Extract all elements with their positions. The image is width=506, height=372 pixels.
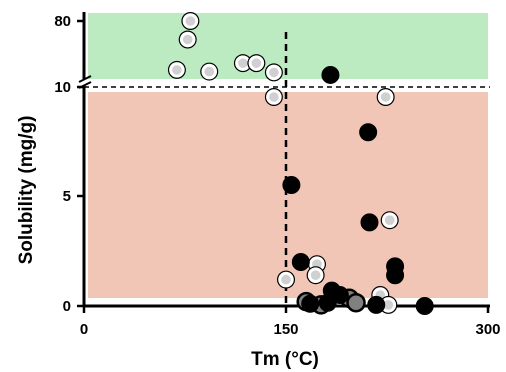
point-solid-circle-20 bbox=[282, 176, 301, 194]
point-open-circle-6 bbox=[264, 63, 283, 82]
point-face bbox=[235, 55, 251, 71]
point-face bbox=[367, 295, 386, 314]
point-face bbox=[278, 271, 294, 288]
point-face bbox=[318, 293, 337, 312]
point-face bbox=[291, 253, 310, 271]
point-solid-circle-29 bbox=[318, 293, 337, 312]
x-tick-label-1: 150 bbox=[273, 321, 298, 338]
point-solid-circle-31 bbox=[415, 297, 434, 315]
x-axis-title: Tm (°C) bbox=[251, 349, 319, 370]
ticks: 0 150 300 0 5 10 80 bbox=[54, 13, 500, 338]
point-solid-circle-19 bbox=[321, 65, 340, 84]
point-solid-circle-28 bbox=[301, 294, 320, 313]
y-tick-label-0: 0 bbox=[63, 298, 71, 315]
point-face bbox=[415, 297, 434, 315]
point-open-circle-8 bbox=[277, 270, 295, 289]
point-solid-circle-23 bbox=[291, 253, 310, 271]
point-face bbox=[179, 31, 196, 48]
point-open-circle-7 bbox=[264, 88, 283, 106]
point-face bbox=[377, 89, 394, 105]
point-face bbox=[266, 89, 282, 105]
point-solid-circle-30 bbox=[367, 295, 386, 314]
x-tick-label-2: 300 bbox=[475, 321, 500, 338]
point-open-circle-12 bbox=[380, 211, 399, 230]
axis-break-mark-upper bbox=[78, 75, 92, 83]
background-regions bbox=[88, 13, 488, 298]
point-solid-circle-22 bbox=[360, 213, 379, 232]
point-face bbox=[359, 123, 378, 142]
point-face bbox=[266, 64, 282, 81]
point-open-circle-0 bbox=[167, 60, 186, 79]
point-face bbox=[346, 292, 366, 313]
point-face bbox=[360, 213, 379, 232]
point-face bbox=[321, 65, 340, 84]
y-tick-label-3: 80 bbox=[54, 13, 71, 30]
point-face bbox=[386, 266, 405, 285]
point-open-circle-1 bbox=[178, 30, 197, 49]
point-face bbox=[282, 176, 301, 194]
point-open-circle-3 bbox=[200, 62, 219, 81]
point-face bbox=[182, 13, 199, 29]
y-tick-label-1: 5 bbox=[63, 188, 71, 205]
point-open-circle-5 bbox=[247, 54, 266, 73]
point-face bbox=[201, 63, 218, 80]
point-face bbox=[301, 294, 320, 313]
point-open-circle-10 bbox=[306, 266, 325, 285]
point-solid-circle-25 bbox=[386, 266, 405, 285]
reference-lines bbox=[84, 32, 490, 306]
point-face bbox=[169, 62, 185, 78]
y-axis-title: Solubility (mg/g) bbox=[16, 116, 37, 265]
region-upper bbox=[88, 13, 488, 79]
point-solid-circle-21 bbox=[359, 123, 378, 142]
point-gray-circle-18 bbox=[346, 292, 366, 313]
point-face bbox=[248, 55, 265, 71]
point-open-circle-2 bbox=[181, 12, 200, 30]
y-tick-label-2: 10 bbox=[54, 79, 71, 96]
point-face bbox=[307, 267, 324, 284]
region-lower bbox=[88, 92, 488, 298]
point-open-circle-11 bbox=[376, 88, 395, 106]
x-tick-label-0: 0 bbox=[80, 321, 88, 338]
data-points bbox=[167, 12, 434, 315]
point-face bbox=[381, 212, 398, 228]
